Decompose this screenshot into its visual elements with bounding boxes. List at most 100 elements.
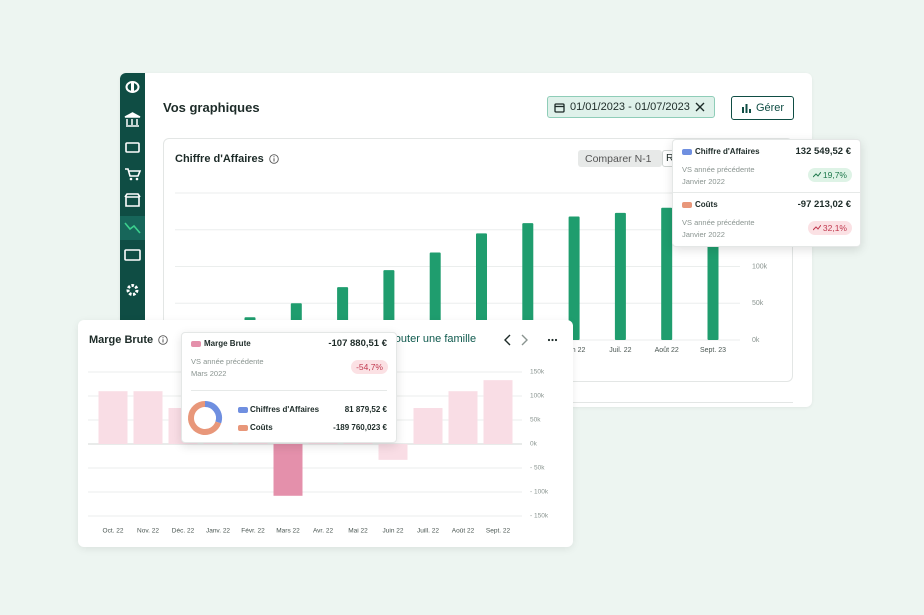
y-tick-label: 0k <box>752 337 760 344</box>
trend-line <box>812 225 821 231</box>
more-menu[interactable] <box>547 338 558 342</box>
revenue-tooltip: Chiffre d'Affaires 132 549,52 € VS année p… <box>672 139 861 247</box>
y-tick-label: 0k <box>530 441 538 448</box>
next-arrow[interactable] <box>521 334 528 346</box>
x-tick-label: Févr. 22 <box>241 528 265 535</box>
manage-button[interactable]: Gérer <box>731 96 794 120</box>
y-tick-label: - 150k <box>530 513 549 520</box>
y-tick-label: 100k <box>530 393 545 400</box>
swatch <box>682 149 692 155</box>
x-tick-label: Juil. 22 <box>609 347 631 354</box>
settings-icon[interactable] <box>126 284 139 296</box>
row-name: Chiffre d'Affaires <box>695 147 760 156</box>
bar[interactable] <box>614 212 626 340</box>
row-value: 132 549,52 € <box>795 146 851 157</box>
period: Janvier 2022 <box>682 177 725 186</box>
x-tick-label: Sept. 22 <box>486 528 511 535</box>
legend-swatch <box>238 425 248 431</box>
add-family-link[interactable]: Ajouter une famille <box>385 333 477 345</box>
x-tick-label: Mai 22 <box>348 528 368 535</box>
revenue-title: Chiffre d'Affaires <box>175 153 279 165</box>
swatch <box>682 202 692 208</box>
bar[interactable] <box>476 233 487 340</box>
x-tick-label: Juill. 22 <box>417 528 439 535</box>
bar[interactable] <box>378 444 408 460</box>
x-tick-label: Juin 22 <box>383 528 404 535</box>
trend-icon <box>812 225 821 231</box>
bars-icon <box>741 104 751 113</box>
x-tick-label: Janv. 22 <box>206 528 230 535</box>
bar[interactable] <box>429 252 441 340</box>
date-range: 01/01/2023 - 01/07/2023 <box>570 101 690 113</box>
donut-slice <box>188 401 222 435</box>
panel-controls <box>504 334 558 346</box>
invoice-icon[interactable] <box>125 142 140 153</box>
bar[interactable] <box>413 408 443 444</box>
change-value: 19,7% <box>822 170 847 180</box>
change-value: 32,1% <box>822 223 847 233</box>
sidebar-icons <box>120 81 145 296</box>
legend-swatch <box>238 407 248 413</box>
compare-toggle[interactable]: Comparer N-1 <box>578 150 662 167</box>
y-tick-label: 50k <box>530 417 541 424</box>
bar[interactable] <box>448 391 478 444</box>
margin-title: Marge Brute <box>89 334 168 346</box>
clear-icon[interactable] <box>695 102 705 112</box>
divider <box>673 192 860 193</box>
prev-arrow[interactable] <box>504 334 511 346</box>
manage-label: Gérer <box>755 102 785 114</box>
bar[interactable] <box>661 207 673 340</box>
bar[interactable] <box>522 223 534 340</box>
change-badge: 19,7% <box>807 168 852 182</box>
change-badge: -54,7% <box>351 360 388 374</box>
bar[interactable] <box>483 380 513 444</box>
cart-wheel <box>135 177 139 181</box>
donut-slice <box>204 401 222 424</box>
y-tick-label: - 50k <box>530 465 545 472</box>
y-tick-label: 50k <box>752 300 764 307</box>
cart-wheel <box>129 177 133 181</box>
bar[interactable] <box>133 391 163 444</box>
x-tick-label: Oct. 22 <box>103 528 124 535</box>
bar[interactable] <box>98 391 128 444</box>
period: Janvier 2022 <box>682 230 725 239</box>
date-range-picker[interactable]: 01/01/2023 - 01/07/2023 <box>547 96 715 118</box>
period: Mars 2022 <box>191 369 227 378</box>
chart-icon[interactable] <box>124 222 141 234</box>
trend-icon <box>812 172 821 178</box>
calendar-icon <box>554 102 565 113</box>
legend-value: 81 879,52 € <box>344 405 387 414</box>
comparison: VS année précédente <box>682 165 755 174</box>
x-tick-label: Déc. 22 <box>172 528 195 535</box>
shop-icon[interactable] <box>124 193 141 207</box>
logo[interactable] <box>125 81 140 93</box>
card-icon[interactable] <box>124 249 141 261</box>
trend-line <box>812 172 821 178</box>
swatch <box>191 341 201 347</box>
bar[interactable] <box>273 444 303 496</box>
page-title: Vos graphiques <box>163 100 260 115</box>
margin-title-text: Marge Brute <box>89 334 154 346</box>
bank-icon[interactable] <box>124 112 141 127</box>
x-tick-label: Juin 22 <box>563 347 586 354</box>
comparison: VS année précédente <box>682 218 755 227</box>
x-tick-label: Avr. 22 <box>313 528 334 535</box>
change-badge: 32,1% <box>807 221 852 235</box>
legend-name: Coûts <box>250 423 273 432</box>
sidebar <box>120 73 145 323</box>
row-name: Coûts <box>695 200 718 209</box>
y-tick-label: - 100k <box>530 489 549 496</box>
revenue-title-text: Chiffre d'Affaires <box>175 153 264 165</box>
cart-icon[interactable] <box>125 168 142 177</box>
info-icon[interactable] <box>269 154 279 164</box>
row-name: Marge Brute <box>204 339 251 348</box>
logo-bar <box>131 83 134 91</box>
bar[interactable] <box>568 216 580 340</box>
x-tick-label: Nov. 22 <box>137 528 159 535</box>
comparison: VS année précédente <box>191 357 264 366</box>
x-tick-label: Mars 22 <box>276 528 300 535</box>
info-icon[interactable] <box>158 335 168 345</box>
row-value: -97 213,02 € <box>797 199 851 210</box>
margin-tooltip: Marge Brute -107 880,51 € VS année précéde… <box>181 332 397 443</box>
